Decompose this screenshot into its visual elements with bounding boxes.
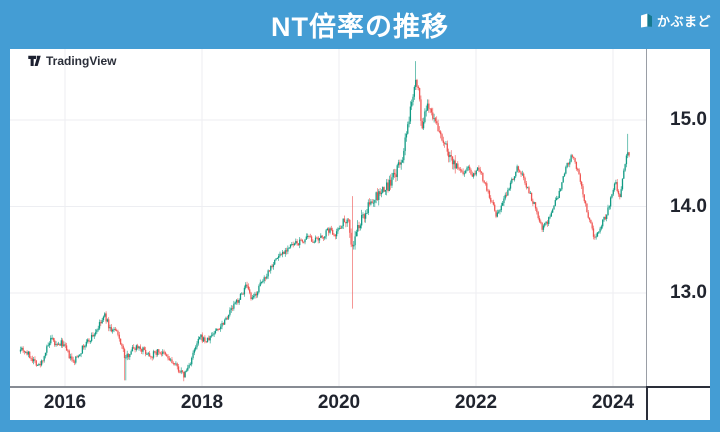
kabumado-logo-text: かぶまど [656, 14, 711, 29]
kabumado-logo: かぶまど [640, 11, 711, 30]
time-axis-separator [10, 386, 710, 388]
grid-layer [10, 49, 647, 387]
price-axis-separator [646, 49, 647, 420]
kabumado-book-icon [640, 13, 652, 28]
candles-layer [19, 61, 630, 382]
price-axis-label: 14.0 [670, 195, 707, 217]
tradingview-watermark[interactable]: TradingView [28, 54, 116, 68]
price-axis-label: 15.0 [670, 109, 707, 130]
time-axis-label: 2020 [317, 392, 361, 413]
time-axis-label: 2016 [43, 392, 87, 413]
price-chart[interactable] [10, 49, 647, 387]
price-axis-label: 13.0 [670, 282, 707, 303]
time-axis-label: 2022 [454, 392, 498, 413]
tradingview-icon [28, 55, 41, 67]
axis-corner-box [646, 386, 710, 420]
time-axis-label: 2018 [180, 392, 224, 413]
tradingview-label: TradingView [46, 54, 117, 68]
price-axis-pane[interactable] [647, 49, 710, 386]
chart-panel: TradingView 15.0 14.0 13.0 2016 2018 2020 2022… [10, 49, 710, 420]
page-title: NT倍率の推移 [271, 12, 449, 42]
header-banner: NT倍率の推移 [0, 0, 720, 49]
time-axis-label: 2024 [591, 392, 635, 413]
